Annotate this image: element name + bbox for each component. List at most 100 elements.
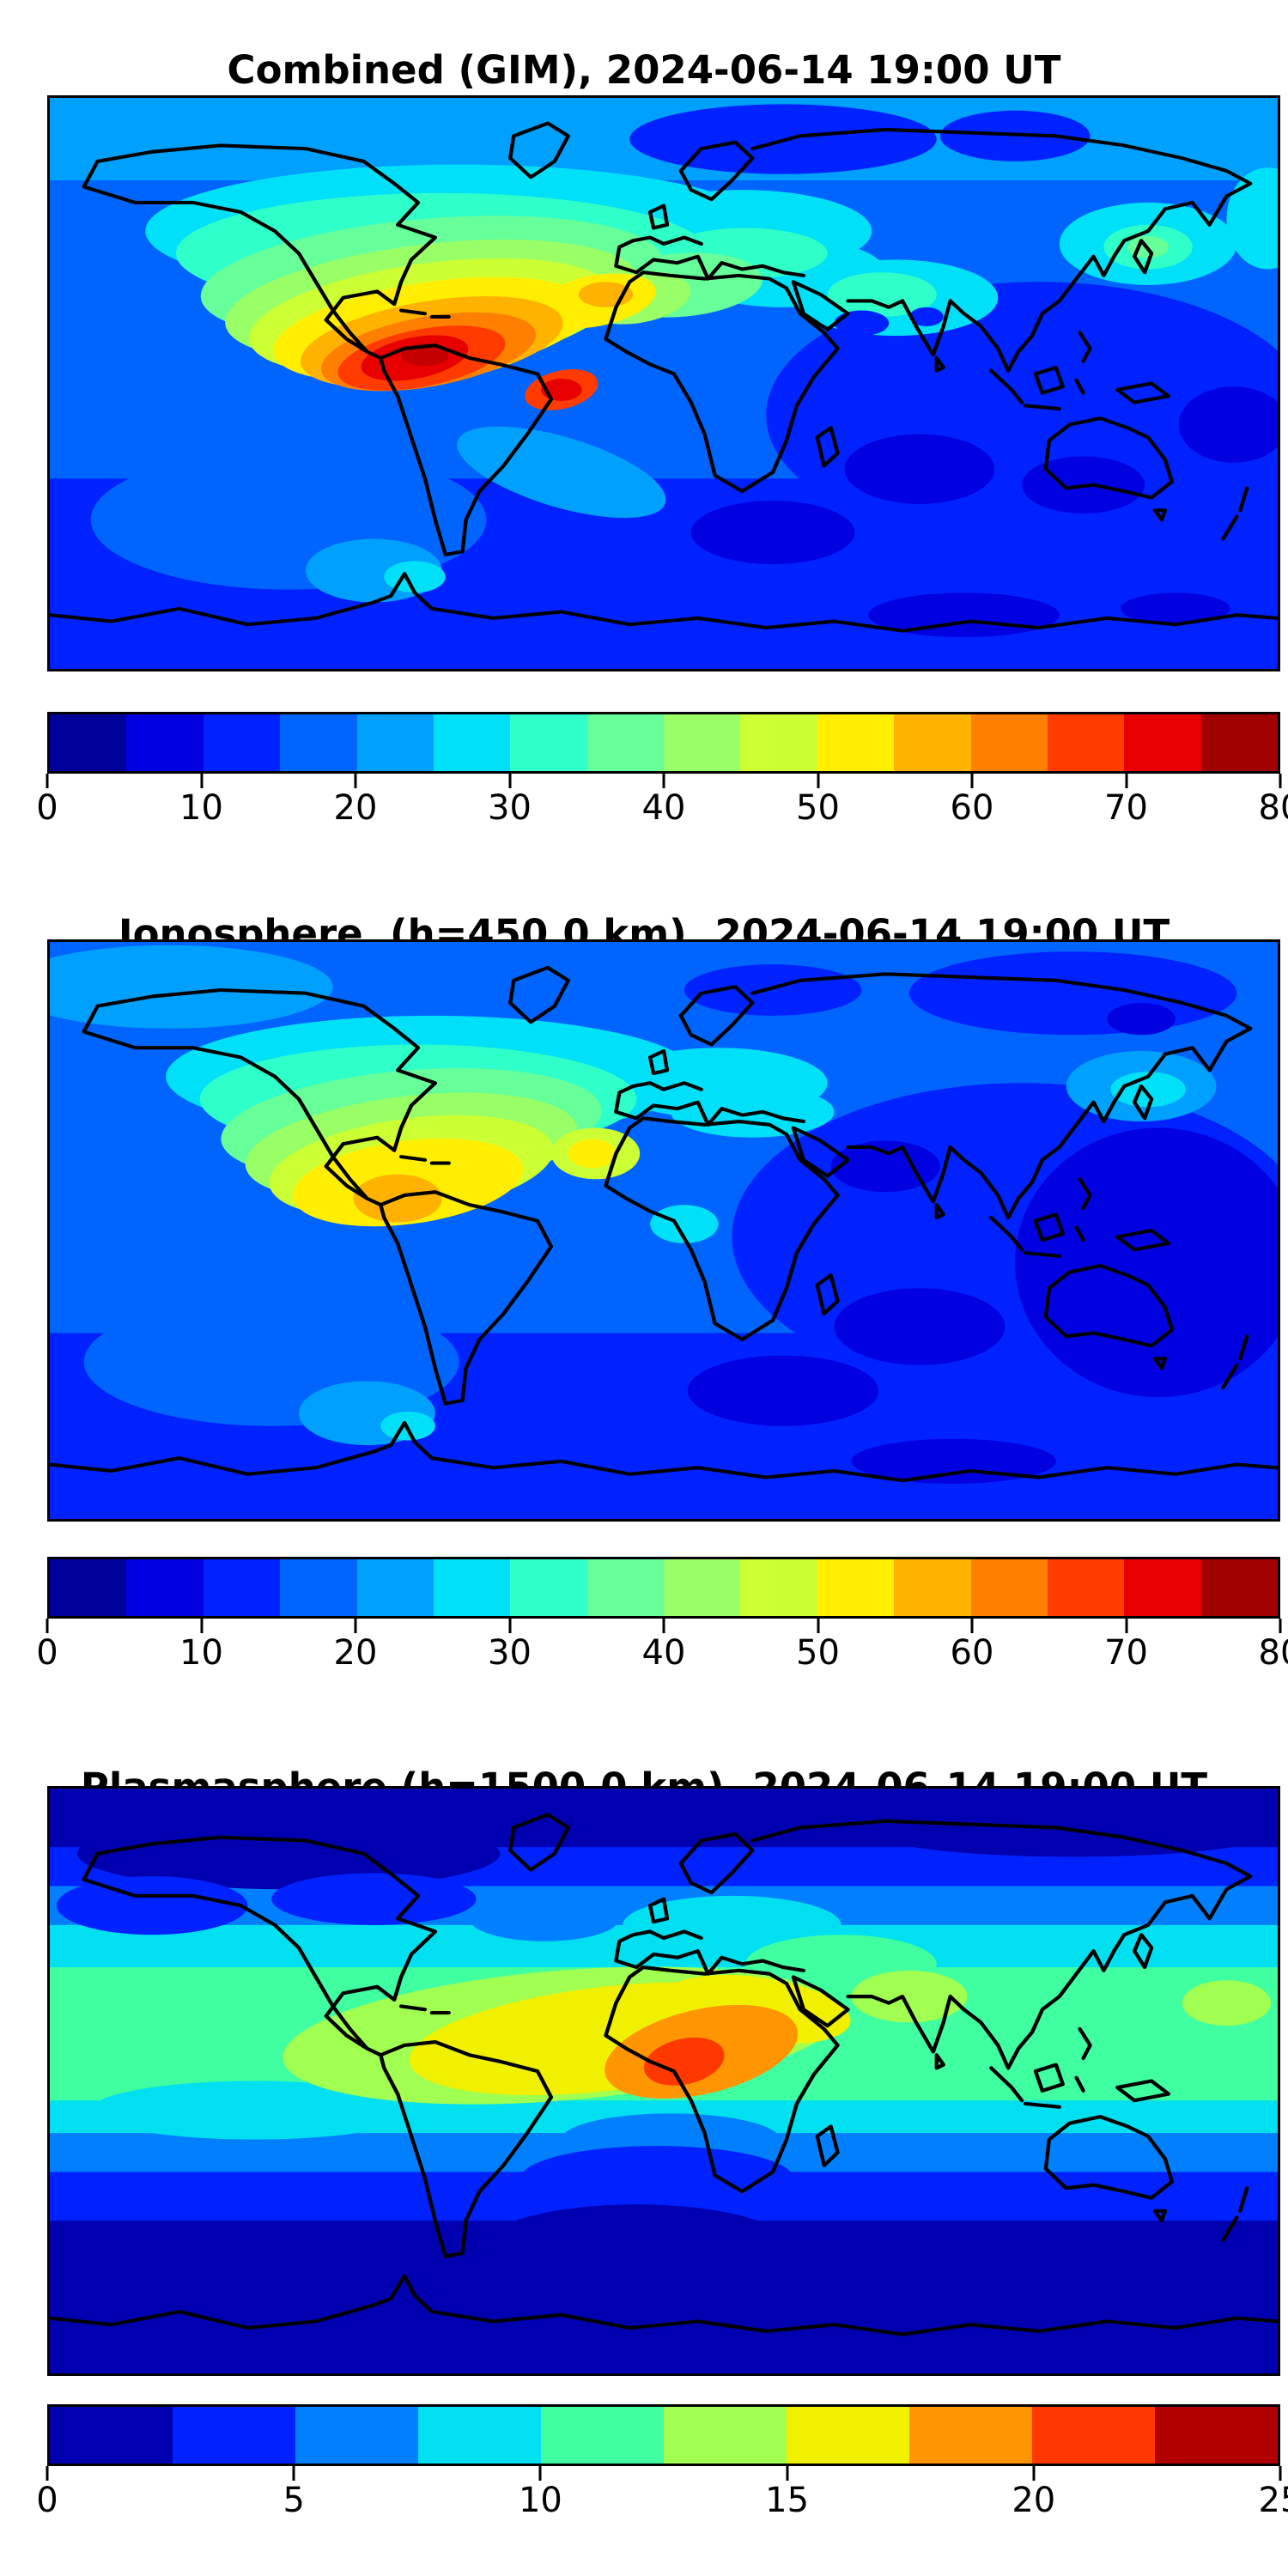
colorbar-segment xyxy=(586,714,664,771)
colorbar-ticks xyxy=(46,1619,1282,1633)
colorbar-tick-mark xyxy=(200,1619,203,1633)
colorbar-segment xyxy=(203,714,281,771)
colorbar-segment xyxy=(894,714,971,771)
colorbar-segment xyxy=(1032,2407,1155,2464)
colorbar-tick-mark xyxy=(662,774,665,788)
colorbar-segment xyxy=(970,1559,1048,1616)
colorbar-bar xyxy=(47,2404,1280,2466)
colorbar-segment xyxy=(173,2407,295,2464)
colorbar-segment xyxy=(126,714,204,771)
colorbar-tick-mark xyxy=(970,1619,974,1633)
colorbar-tick-mark xyxy=(817,774,819,788)
colorbar-tick-mark xyxy=(1279,1619,1282,1633)
colorbar-segment xyxy=(970,714,1048,771)
colorbar-tick-mark xyxy=(46,1619,49,1633)
colorbar-segment xyxy=(50,1559,127,1616)
colorbar-tick-mark xyxy=(200,774,203,788)
colorbar-segment xyxy=(909,2407,1032,2464)
colorbar-tick-label: 60 xyxy=(950,788,994,828)
colorbar-tick-label: 5 xyxy=(283,2481,305,2520)
colorbar-segment xyxy=(817,1559,895,1616)
colorbar-segment xyxy=(433,1559,511,1616)
colorbar-bar xyxy=(47,1557,1280,1619)
contour-bands xyxy=(50,98,1278,669)
colorbar-segment xyxy=(126,1559,204,1616)
colorbar-tick-label: 10 xyxy=(179,788,223,828)
colorbar-segment xyxy=(894,1559,971,1616)
colorbar-tick-mark xyxy=(508,774,511,788)
colorbar-segment xyxy=(1200,714,1278,771)
colorbar-tick-label: 80 xyxy=(1258,788,1288,828)
colorbar-tick-label: 50 xyxy=(796,1633,840,1673)
colorbar-tick-label: 40 xyxy=(641,788,686,828)
colorbar-tick-mark xyxy=(46,2466,49,2481)
colorbar-tick-mark xyxy=(354,1619,357,1633)
panel-title-combined: Combined (GIM), 2024-06-14 19:00 UT xyxy=(227,47,1061,94)
colorbar-tick-label: 10 xyxy=(179,1633,223,1673)
colorbar-segment xyxy=(787,2407,909,2464)
colorbar-tick-label: 70 xyxy=(1104,788,1148,828)
colorbar-segment xyxy=(510,1559,587,1616)
colorbar-tick-label: 25 xyxy=(1258,2481,1288,2520)
colorbar-labels: 0 10 20 30 40 50 60 70 80 xyxy=(36,788,1288,834)
colorbar-segment xyxy=(664,714,741,771)
colorbar-tick-mark xyxy=(292,2466,295,2481)
map-combined xyxy=(47,95,1280,671)
colorbar-segment xyxy=(664,2407,787,2464)
colorbar-tick-label: 70 xyxy=(1104,1633,1148,1673)
colorbar-ticks xyxy=(46,2466,1282,2481)
colorbar-tick-mark xyxy=(1279,2466,1282,2481)
colorbar-tick-label: 30 xyxy=(488,788,532,828)
colorbar-segment xyxy=(280,1559,357,1616)
colorbar-tick-label: 15 xyxy=(765,2481,810,2520)
colorbar-tick-mark xyxy=(46,774,49,788)
contour-bands xyxy=(50,1789,1278,2373)
colorbar-segment xyxy=(664,1559,741,1616)
colorbar-segment xyxy=(1047,714,1125,771)
colorbar-tick-label: 80 xyxy=(1258,1633,1288,1673)
colorbar-tick-label: 0 xyxy=(36,2481,58,2520)
colorbar-segment xyxy=(280,714,357,771)
colorbar-plasmasphere: 0 5 10 15 20 25 xyxy=(36,2404,1288,2526)
contour-plot-combined xyxy=(50,98,1278,669)
colorbar-tick-label: 20 xyxy=(1012,2481,1056,2520)
colorbar-labels: 0 10 20 30 40 50 60 70 80 xyxy=(36,1633,1288,1679)
colorbar-segment xyxy=(50,2407,173,2464)
colorbar-tick-mark xyxy=(538,2466,542,2481)
colorbar-combined: 0 10 20 30 40 50 60 70 80 xyxy=(36,712,1288,834)
colorbar-ionosphere: 0 10 20 30 40 50 60 70 80 xyxy=(36,1557,1288,1679)
colorbar-tick-mark xyxy=(786,2466,789,2481)
colorbar-labels: 0 5 10 15 20 25 xyxy=(36,2481,1288,2526)
colorbar-tick-mark xyxy=(1279,774,1282,788)
colorbar-tick-mark xyxy=(354,774,357,788)
contour-plot-ionosphere xyxy=(50,942,1278,1519)
contour-bands xyxy=(50,942,1278,1519)
colorbar-segment xyxy=(356,714,434,771)
colorbar-segment xyxy=(817,714,895,771)
colorbar-tick-label: 40 xyxy=(641,1633,686,1673)
colorbar-segment xyxy=(586,1559,664,1616)
colorbar-segment xyxy=(510,714,587,771)
colorbar-tick-mark xyxy=(1125,774,1127,788)
contour-plot-plasmasphere xyxy=(50,1789,1278,2373)
colorbar-segment xyxy=(50,714,127,771)
colorbar-tick-label: 10 xyxy=(518,2481,562,2520)
colorbar-tick-mark xyxy=(662,1619,665,1633)
colorbar-segment xyxy=(1124,714,1201,771)
colorbar-tick-mark xyxy=(817,1619,819,1633)
colorbar-segment xyxy=(1124,1559,1201,1616)
colorbar-segment xyxy=(541,2407,664,2464)
colorbar-bar xyxy=(47,712,1280,774)
colorbar-segment xyxy=(418,2407,541,2464)
colorbar-tick-label: 60 xyxy=(950,1633,994,1673)
colorbar-segment xyxy=(295,2407,418,2464)
colorbar-tick-mark xyxy=(1032,2466,1036,2481)
colorbar-segment xyxy=(740,714,817,771)
colorbar-tick-mark xyxy=(508,1619,511,1633)
colorbar-tick-label: 50 xyxy=(796,788,840,828)
colorbar-segment xyxy=(740,1559,817,1616)
colorbar-tick-label: 20 xyxy=(333,1633,378,1673)
colorbar-ticks xyxy=(46,774,1282,788)
colorbar-tick-mark xyxy=(1125,1619,1127,1633)
colorbar-tick-label: 0 xyxy=(36,788,58,828)
